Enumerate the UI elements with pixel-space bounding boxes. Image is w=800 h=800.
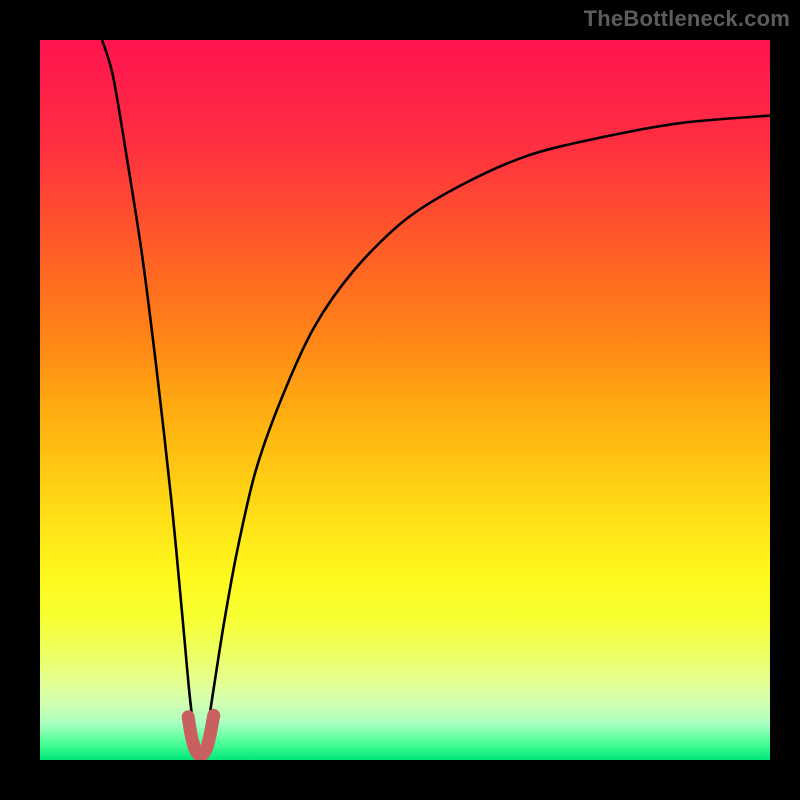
chart-container: TheBottleneck.com xyxy=(0,0,800,800)
watermark-text: TheBottleneck.com xyxy=(584,6,790,32)
gradient-background xyxy=(40,40,770,760)
bottleneck-chart xyxy=(40,40,770,760)
